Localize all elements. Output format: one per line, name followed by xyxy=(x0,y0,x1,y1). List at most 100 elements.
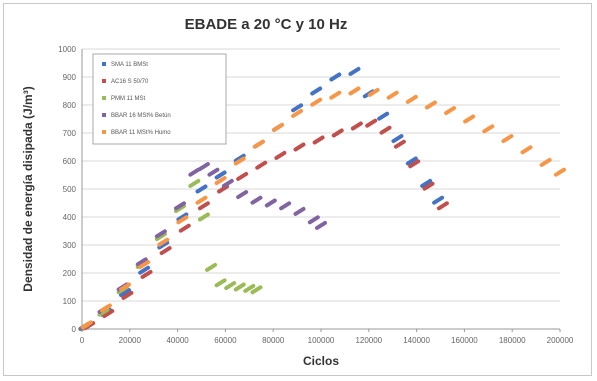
data-point xyxy=(348,86,361,96)
data-point xyxy=(121,290,134,300)
x-tick-label: 20000 xyxy=(119,336,142,345)
x-tick-label: 40000 xyxy=(166,336,189,345)
x-tick-label: 80000 xyxy=(262,336,285,345)
x-tick-label: 180000 xyxy=(499,336,526,345)
data-point xyxy=(350,121,363,131)
data-point xyxy=(195,184,208,194)
data-point xyxy=(432,195,445,205)
chart-frame: EBADE a 20 °C y 10 Hz 0 100 200 300 400 500 60… xyxy=(3,3,592,376)
data-point xyxy=(293,206,306,216)
data-point xyxy=(119,288,132,298)
data-point xyxy=(157,240,170,250)
x-tick-label: 120000 xyxy=(355,336,382,345)
data-point xyxy=(119,282,132,292)
data-point xyxy=(420,178,433,188)
y-tick-label: 1000 xyxy=(58,45,76,54)
y-tick-label: 300 xyxy=(63,241,77,250)
data-point xyxy=(236,190,249,200)
data-point xyxy=(405,156,418,166)
data-point xyxy=(224,281,237,291)
legend-marker xyxy=(102,130,106,134)
x-tick-label: 0 xyxy=(80,336,85,345)
data-point xyxy=(264,198,277,208)
legend-entry: SMA 11 BMSt xyxy=(111,62,148,68)
data-point xyxy=(271,122,284,132)
data-point xyxy=(539,157,552,167)
data-point xyxy=(214,176,227,186)
legend-entry: BBAR 16 MSt% Betún xyxy=(111,113,171,119)
y-axis-label: Densidad de energía disipada (J/m³) xyxy=(21,86,35,291)
data-point xyxy=(408,159,421,169)
data-point xyxy=(424,100,437,110)
data-point xyxy=(250,285,263,295)
data-point xyxy=(176,215,189,225)
y-tick-label: 0 xyxy=(72,325,77,334)
data-point xyxy=(279,201,292,211)
data-point xyxy=(99,303,112,313)
legend-marker xyxy=(102,62,106,66)
data-point xyxy=(405,94,418,104)
data-point xyxy=(367,87,380,97)
y-tick-label: 200 xyxy=(63,269,77,278)
data-point xyxy=(205,262,218,272)
x-tick-label: 60000 xyxy=(214,336,237,345)
data-point xyxy=(217,184,230,194)
data-point xyxy=(365,118,378,128)
legend-box xyxy=(92,53,227,145)
data-point xyxy=(255,160,268,170)
chart-svg: EBADE a 20 °C y 10 Hz 0 100 200 300 400 500 60… xyxy=(21,16,574,368)
data-point xyxy=(377,111,390,121)
data-point xyxy=(138,260,151,270)
data-point xyxy=(233,282,246,292)
data-point xyxy=(329,90,342,100)
data-point xyxy=(214,170,227,180)
legend-marker xyxy=(102,79,106,83)
data-point xyxy=(97,307,110,317)
legend-entry: AC16 S 50/70 xyxy=(111,79,149,85)
data-point xyxy=(214,278,227,288)
data-point xyxy=(331,128,344,138)
data-point xyxy=(501,134,514,144)
data-point xyxy=(291,108,304,118)
legend-marker xyxy=(102,113,106,117)
y-tick-label: 100 xyxy=(63,297,77,306)
legend-entry: BBAR 11 MSt% Humo xyxy=(111,130,171,136)
data-point xyxy=(154,229,167,239)
legend-entry: PMM 11 MSt xyxy=(111,96,146,102)
data-point xyxy=(157,237,170,247)
data-point xyxy=(188,167,201,177)
data-point xyxy=(463,114,476,124)
data-point xyxy=(140,269,153,279)
data-point xyxy=(207,167,220,177)
data-point xyxy=(422,181,435,191)
data-point xyxy=(176,212,189,222)
x-axis-label: Ciclos xyxy=(303,354,339,368)
data-point xyxy=(80,320,93,330)
data-point xyxy=(159,246,172,256)
series-4 xyxy=(78,162,327,331)
x-tick-label: 100000 xyxy=(308,336,335,345)
data-point xyxy=(307,215,320,225)
x-tick-label: 160000 xyxy=(451,336,478,345)
data-point xyxy=(233,156,246,166)
series-5 xyxy=(80,86,566,330)
data-point xyxy=(393,139,406,149)
data-point xyxy=(102,309,115,319)
data-point xyxy=(386,90,399,100)
data-point xyxy=(154,232,167,242)
legend: SMA 11 BMSt AC16 S 50/70 PMM 11 MSt BBAR 16… xyxy=(92,53,227,145)
y-tick-label: 700 xyxy=(63,129,77,138)
data-point xyxy=(310,86,323,96)
data-point xyxy=(391,134,404,144)
data-point xyxy=(236,171,249,181)
data-point xyxy=(274,150,287,160)
data-point xyxy=(188,178,201,188)
data-point xyxy=(444,106,457,116)
data-point xyxy=(233,153,246,163)
data-point xyxy=(554,167,566,177)
data-point xyxy=(221,178,234,188)
data-point xyxy=(329,72,342,82)
y-tick-label: 500 xyxy=(63,185,77,194)
data-point xyxy=(250,195,263,205)
series-2 xyxy=(83,118,449,331)
